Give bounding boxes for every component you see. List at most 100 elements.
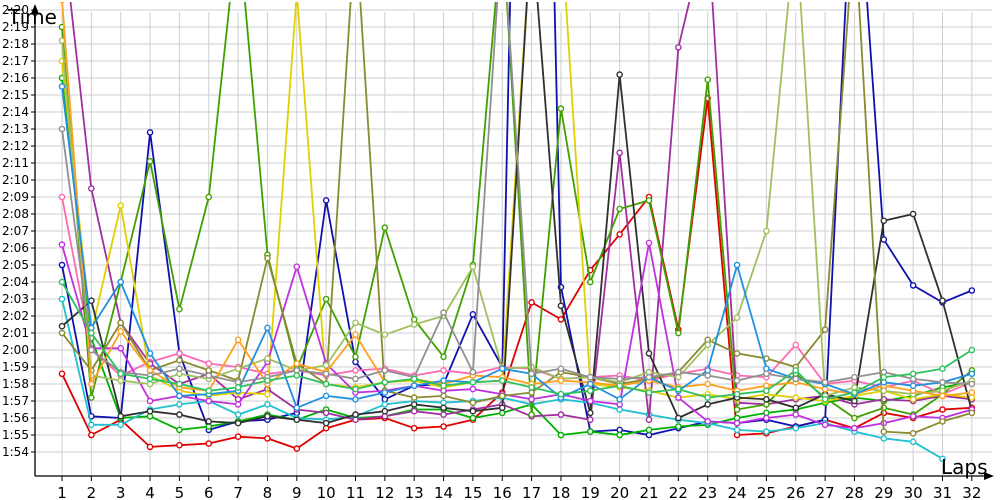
- data-point: [322, 295, 330, 303]
- x-tick-label: 5: [175, 484, 185, 500]
- data-point: [528, 411, 535, 418]
- data-point: [293, 372, 301, 379]
- data-point: [322, 380, 330, 388]
- data-point: [528, 370, 535, 378]
- series-line: [61, 77, 973, 436]
- data-point: [381, 407, 389, 415]
- data-point: [763, 428, 770, 435]
- data-point: [763, 387, 770, 395]
- x-tick-label: 1: [57, 484, 67, 500]
- data-point: [587, 428, 594, 435]
- data-point: [675, 414, 682, 422]
- x-tick-label: 4: [145, 484, 155, 500]
- data-point: [675, 368, 682, 376]
- x-tick-label: 3: [116, 484, 126, 500]
- series-9: [58, 2, 976, 427]
- data-point: [352, 411, 359, 418]
- data-point: [381, 331, 389, 339]
- data-point: [469, 310, 477, 318]
- data-point: [763, 370, 770, 378]
- y-tick-label: 2:16: [2, 71, 29, 85]
- data-point: [909, 412, 917, 420]
- data-point: [733, 350, 741, 357]
- data-point: [234, 365, 242, 373]
- data-point: [821, 421, 829, 429]
- data-point: [880, 373, 888, 381]
- data-point: [880, 435, 888, 442]
- data-point: [410, 407, 418, 415]
- data-point: [675, 423, 682, 430]
- x-tick-label: 22: [669, 484, 688, 500]
- data-point: [205, 440, 213, 447]
- x-tick-label: 6: [204, 484, 214, 500]
- data-point: [821, 326, 829, 333]
- data-point: [58, 37, 66, 44]
- data-point: [117, 278, 124, 286]
- y-axis-arrow-icon: [31, 4, 39, 14]
- y-tick-label: 1:55: [2, 428, 29, 442]
- data-point: [381, 389, 389, 396]
- data-point: [322, 361, 330, 369]
- data-point: [792, 411, 800, 418]
- data-point: [675, 394, 682, 401]
- x-tick-label: 13: [405, 484, 424, 500]
- data-point: [58, 322, 66, 330]
- data-point: [616, 431, 623, 439]
- data-point: [675, 385, 682, 393]
- data-point: [939, 392, 946, 400]
- x-tick-label: 18: [551, 484, 570, 500]
- y-tick-label: 2:18: [2, 37, 29, 51]
- data-point: [851, 389, 858, 396]
- data-point: [117, 421, 124, 429]
- data-point: [58, 193, 66, 201]
- data-point: [587, 278, 594, 286]
- data-point: [322, 370, 330, 378]
- data-point: [587, 387, 594, 395]
- data-point: [645, 350, 653, 357]
- data-point: [675, 44, 682, 51]
- data-point: [469, 378, 477, 386]
- data-point: [117, 370, 124, 378]
- data-point: [293, 263, 301, 271]
- data-point: [939, 418, 946, 425]
- data-point: [704, 401, 712, 408]
- data-point: [469, 263, 477, 271]
- data-point: [645, 239, 653, 247]
- data-point: [557, 431, 565, 439]
- data-point: [851, 414, 858, 422]
- y-tick-label: 2:04: [2, 275, 29, 289]
- series-line: [61, 242, 973, 430]
- data-point: [851, 373, 858, 381]
- data-point: [146, 157, 154, 165]
- data-point: [909, 282, 917, 289]
- data-point: [146, 443, 154, 451]
- data-point: [909, 382, 917, 390]
- data-point: [645, 426, 653, 434]
- data-point: [146, 397, 154, 405]
- x-tick-label: 15: [463, 484, 482, 500]
- data-point: [616, 149, 623, 157]
- data-point: [763, 227, 770, 235]
- data-point: [88, 185, 95, 192]
- data-point: [234, 411, 242, 418]
- data-point: [939, 378, 946, 386]
- data-point: [146, 350, 154, 357]
- y-tick-label: 2:10: [2, 173, 29, 187]
- x-tick-label: 32: [962, 484, 981, 500]
- series-line: [61, 2, 973, 424]
- y-tick-label: 2:03: [2, 292, 29, 306]
- x-tick-label: 28: [845, 484, 864, 500]
- x-tick-label: 12: [375, 484, 394, 500]
- data-point: [440, 404, 447, 412]
- data-point: [704, 372, 712, 379]
- data-point: [234, 419, 242, 427]
- data-point: [88, 421, 95, 429]
- x-tick-label: 25: [757, 484, 776, 500]
- data-point: [469, 414, 477, 422]
- data-point: [59, 2, 65, 4]
- y-tick-label: 1:59: [2, 360, 29, 374]
- y-tick-label: 2:17: [2, 54, 29, 68]
- data-point: [616, 375, 623, 383]
